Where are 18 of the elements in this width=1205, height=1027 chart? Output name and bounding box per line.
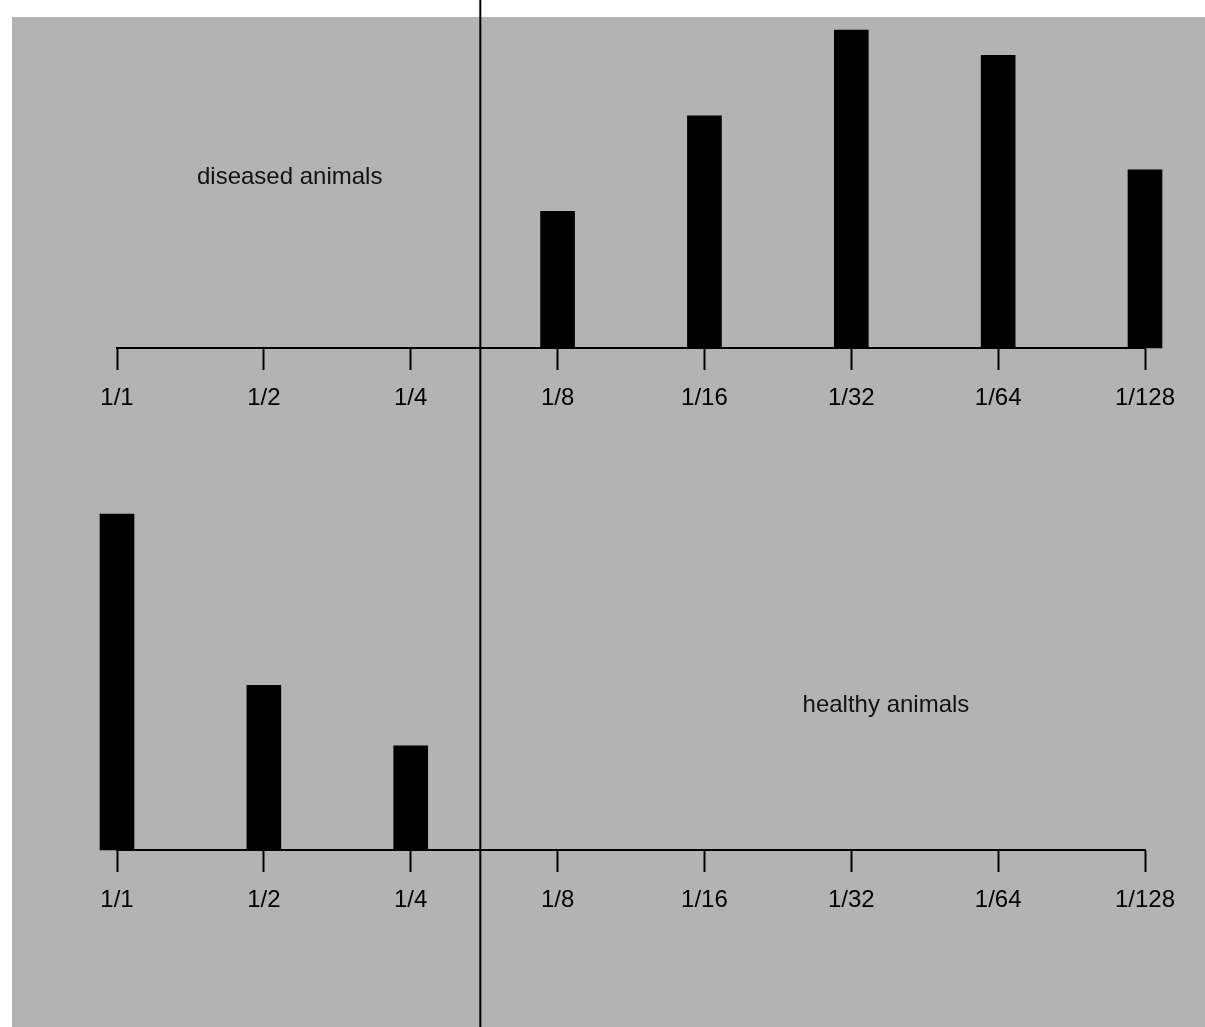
x-tick-label: 1/1: [100, 885, 134, 913]
x-tick-label: 1/16: [681, 383, 728, 411]
x-tick-label: 1/16: [681, 885, 728, 913]
x-tick-label: 1/32: [827, 383, 875, 411]
x-tick-label: 1/32: [827, 885, 875, 913]
x-tick-label: 1/4: [394, 383, 428, 411]
x-tick-label: 1/128: [1114, 383, 1176, 411]
x-tick-label: 1/1: [100, 383, 134, 411]
x-tick-label: 1/64: [974, 885, 1022, 913]
x-tick-label: 1/8: [540, 885, 575, 913]
annotation: healthy animals: [802, 690, 970, 718]
x-tick-label: 1/8: [540, 383, 575, 411]
x-tick-label: 1/4: [394, 885, 428, 913]
x-tick-label: 1/64: [974, 383, 1022, 411]
x-tick-label: 1/2: [247, 383, 281, 411]
annotation: diseased animals: [196, 162, 383, 190]
x-tick-label: 1/2: [247, 885, 281, 913]
x-tick-label: 1/128: [1114, 885, 1176, 913]
